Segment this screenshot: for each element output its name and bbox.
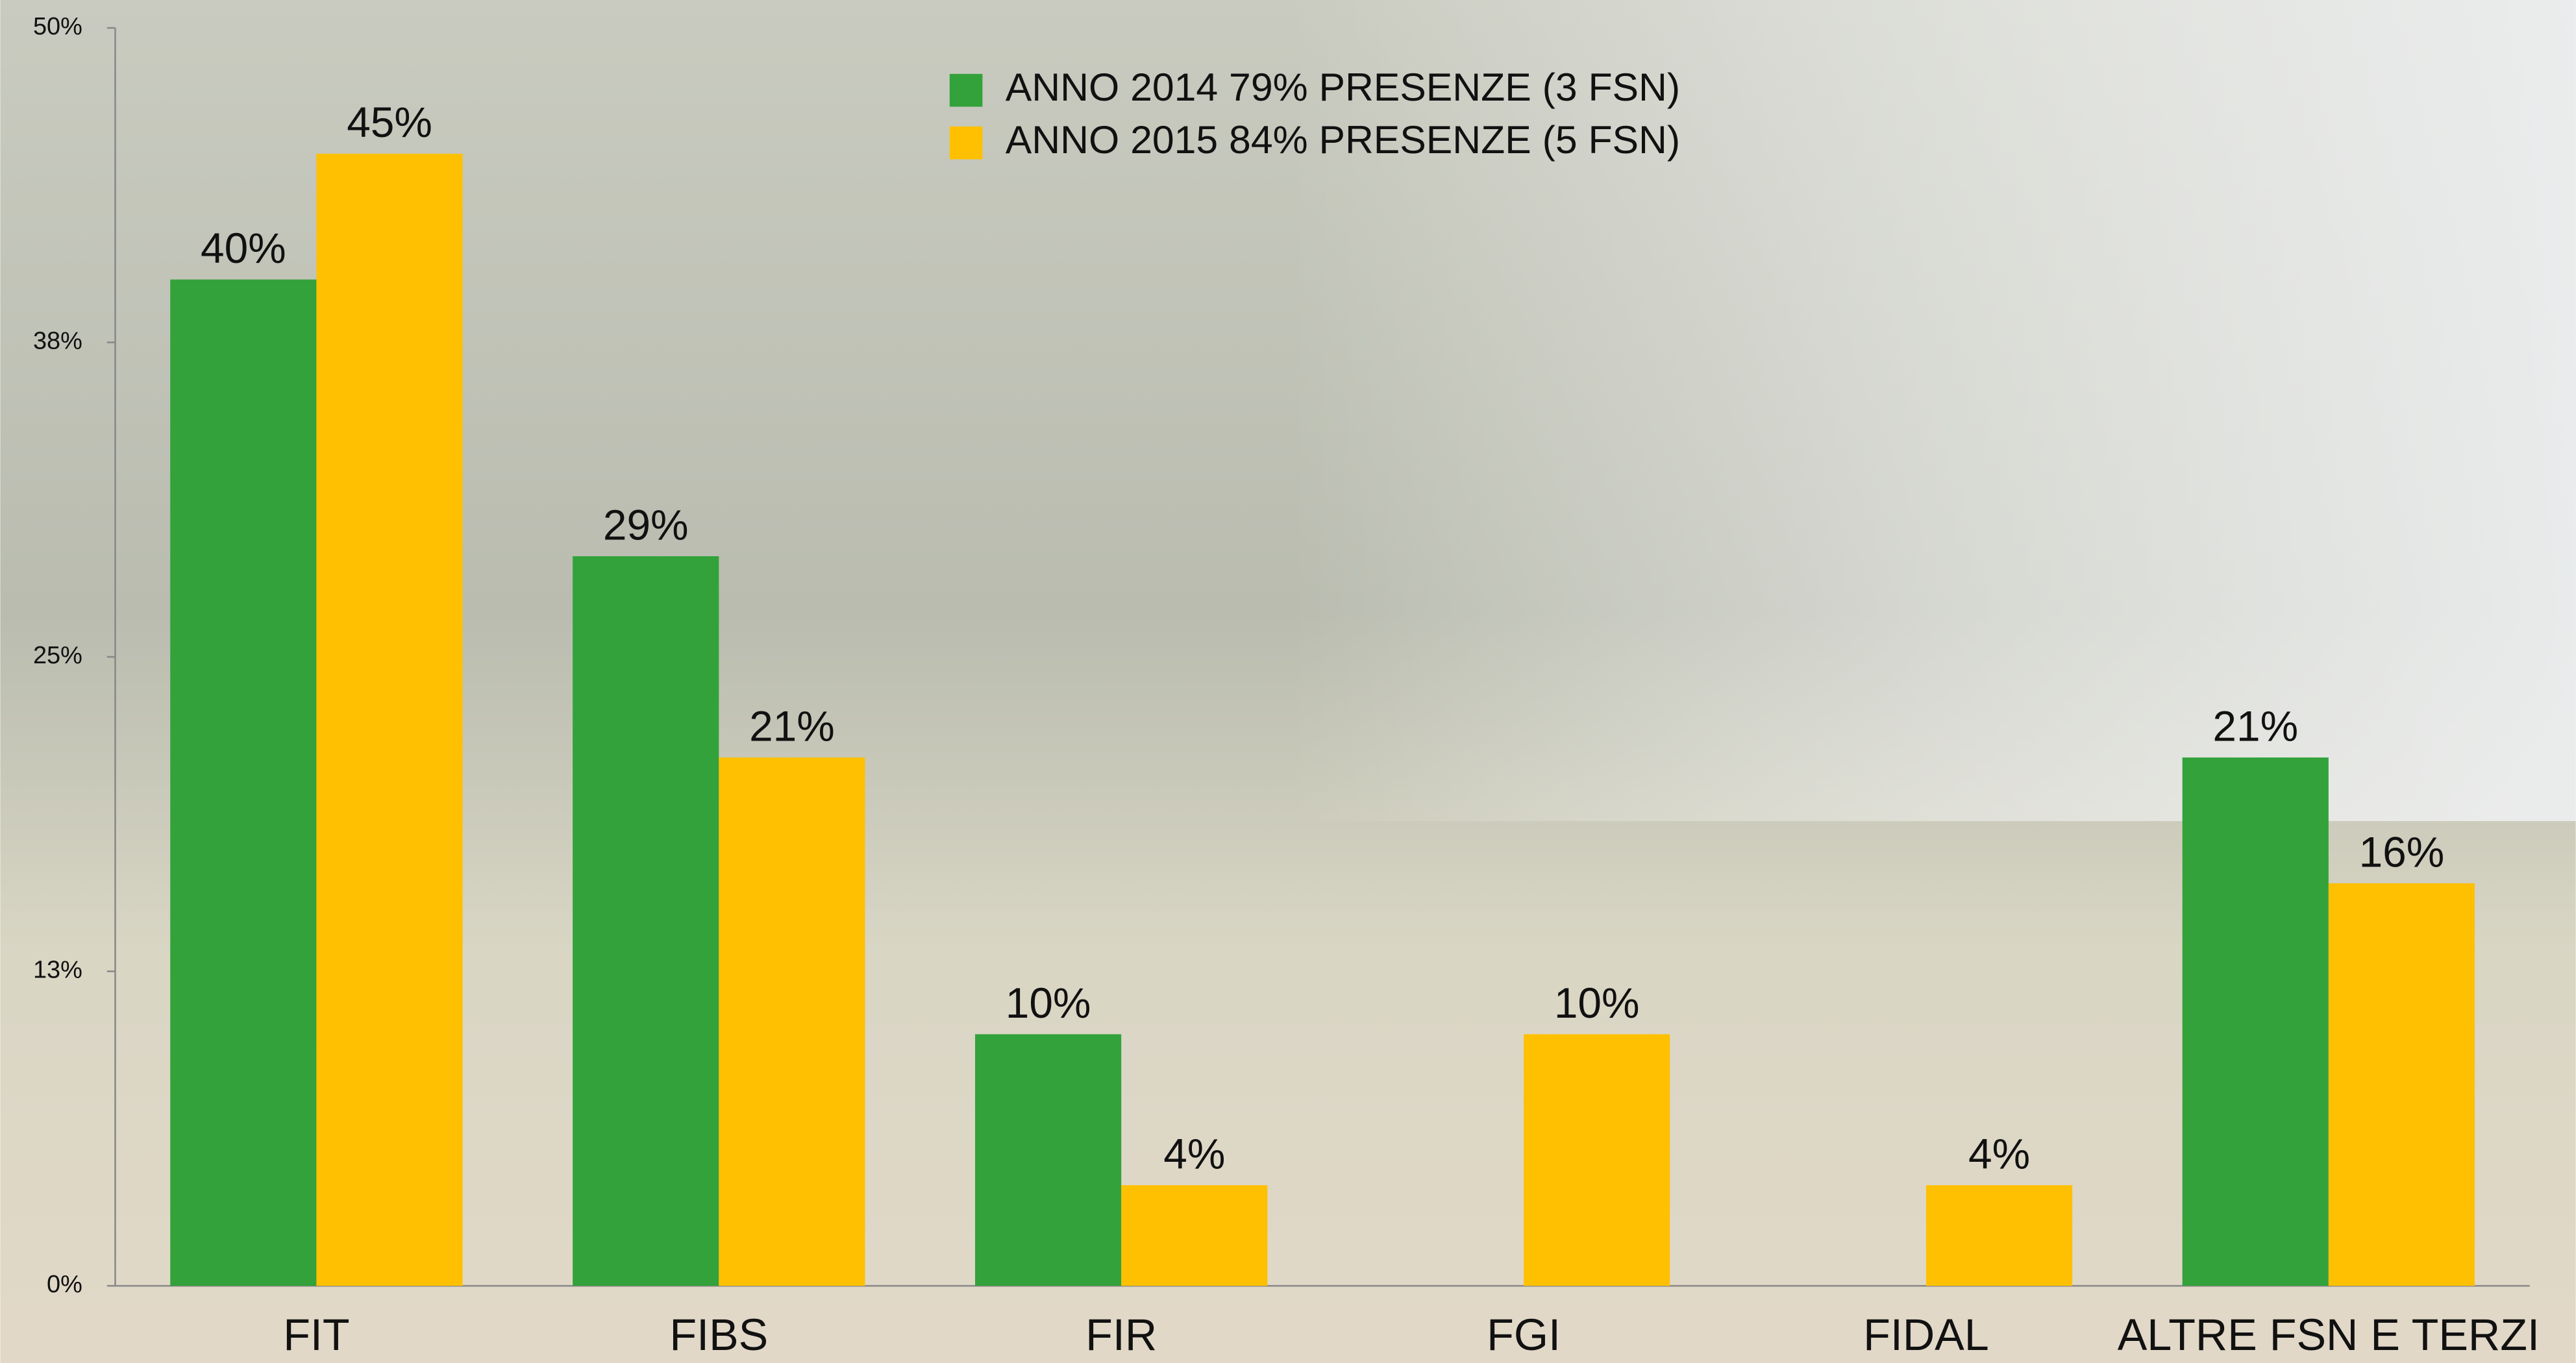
y-tick-label: 13% — [33, 957, 82, 984]
bar — [573, 556, 719, 1286]
value-label: 16% — [2359, 828, 2445, 876]
x-tick-label: FIT — [283, 1310, 349, 1360]
y-tick-label: 0% — [47, 1271, 82, 1298]
value-label: 21% — [2212, 702, 2298, 750]
legend-swatch — [949, 126, 983, 160]
value-label: 45% — [347, 98, 432, 146]
bar — [2328, 883, 2475, 1286]
bar — [1926, 1185, 2073, 1286]
bar — [2182, 757, 2329, 1286]
value-label: 4% — [1968, 1129, 2030, 1177]
bar — [316, 153, 463, 1286]
x-tick-label: FIDAL — [1863, 1310, 1989, 1360]
y-tick-label: 25% — [33, 642, 82, 669]
x-tick-label: FIBS — [669, 1310, 768, 1360]
bar — [170, 279, 317, 1286]
value-label: 10% — [1554, 979, 1640, 1027]
value-label: 40% — [201, 224, 286, 272]
value-label: 10% — [1006, 979, 1091, 1027]
x-tick-label: FIR — [1085, 1310, 1157, 1360]
x-tick-label: ALTRE FSN E TERZI — [2118, 1310, 2540, 1360]
bar — [1121, 1185, 1268, 1286]
value-label: 4% — [1163, 1129, 1225, 1177]
bar — [719, 757, 865, 1286]
bar — [975, 1034, 1122, 1286]
value-label: 29% — [603, 500, 689, 548]
legend-label: ANNO 2014 79% PRESENZE (3 FSN) — [1006, 65, 1680, 109]
value-label: 21% — [749, 702, 835, 750]
y-tick-label: 50% — [33, 13, 82, 40]
x-tick-label: FGI — [1487, 1310, 1561, 1360]
y-tick-label: 38% — [33, 328, 82, 355]
legend-swatch — [949, 73, 983, 107]
legend-label: ANNO 2015 84% PRESENZE (5 FSN) — [1006, 117, 1680, 162]
bar — [1524, 1034, 1670, 1286]
